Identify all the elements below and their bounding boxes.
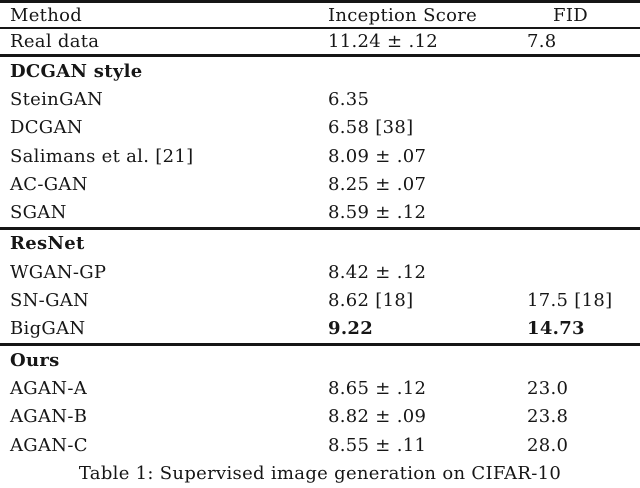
section-separator-rule [0,226,640,230]
cell-fid: 17.5 [18] [527,290,613,312]
table-row-real-data: Real data 11.24 ± .12 7.8 [0,29,640,54]
cell-fid: 7.8 [527,31,557,52]
table-row-sgan: SGAN 8.59 ± .12 [0,198,640,226]
cell-method: SGAN [10,202,67,224]
section-header-resnet: ResNet [0,230,640,258]
cell-fid: 23.0 [527,377,569,399]
table-caption: Table 1: Supervised image generation on … [78,462,562,484]
cell-inception-score: 11.24 ± .12 [328,31,438,52]
cell-inception-score: 8.82 ± .09 [328,406,427,428]
cell-method: SN-GAN [10,290,90,312]
cell-inception-score: 8.55 ± .11 [328,434,427,456]
table-row-sn-gan: SN-GAN 8.62 [18] 17.5 [18] [0,286,640,314]
section-title-label: DCGAN style [10,60,143,82]
cell-fid: 28.0 [527,434,569,456]
section-header-ours: Ours [0,346,640,374]
cell-method: DCGAN [10,117,83,139]
table-top-rule [0,0,640,3]
cell-inception-score: 8.62 [18] [328,290,414,312]
table-row-steingan: SteinGAN 6.35 [0,85,640,113]
cell-inception-score: 8.09 ± .07 [328,145,427,167]
cell-inception-score: 8.65 ± .12 [328,377,427,399]
cell-method: Salimans et al. [21] [10,145,194,167]
col-header-inception-score: Inception Score [328,4,478,26]
cell-method: WGAN-GP [10,261,107,283]
cell-inception-score: 6.58 [38] [328,117,414,139]
col-header-fid: FID [553,4,588,26]
section-title-label: ResNet [10,233,85,255]
cell-inception-score: 8.25 ± .07 [328,173,427,195]
table-row-wgan-gp: WGAN-GP 8.42 ± .12 [0,258,640,286]
table-row-agan-c: AGAN-C 8.55 ± .11 28.0 [0,431,640,459]
section-header-dcgan-style: DCGAN style [0,57,640,85]
cell-method: SteinGAN [10,88,104,110]
cell-inception-score: 8.42 ± .12 [328,261,427,283]
table-row-agan-b: AGAN-B 8.82 ± .09 23.8 [0,403,640,431]
cell-inception-score: 6.35 [328,88,370,110]
table-header-row: Method Inception Score FID [0,3,640,27]
cell-fid: 23.8 [527,406,569,428]
section-title-label: Ours [10,349,60,371]
cell-inception-score: 8.59 ± .12 [328,202,427,224]
table-row-salimans: Salimans et al. [21] 8.09 ± .07 [0,142,640,170]
section-separator-rule [0,342,640,346]
header-separator-rule [0,27,640,29]
cell-method: AGAN-C [10,434,88,456]
section-separator-rule [0,54,640,57]
table-row-biggan: BigGAN 9.22 14.73 [0,315,640,343]
cell-method: AC-GAN [10,173,88,195]
cell-method: AGAN-A [10,377,88,399]
cell-method: AGAN-B [10,406,88,428]
cell-inception-score: 9.22 [328,318,374,340]
table-row-dcgan: DCGAN 6.58 [38] [0,114,640,142]
cell-fid: 14.73 [527,318,585,340]
table-row-ac-gan: AC-GAN 8.25 ± .07 [0,170,640,198]
col-header-method: Method [10,4,83,26]
cell-method: Real data [10,31,100,52]
cell-method: BigGAN [10,318,86,340]
table-row-agan-a: AGAN-A 8.65 ± .12 23.0 [0,374,640,402]
